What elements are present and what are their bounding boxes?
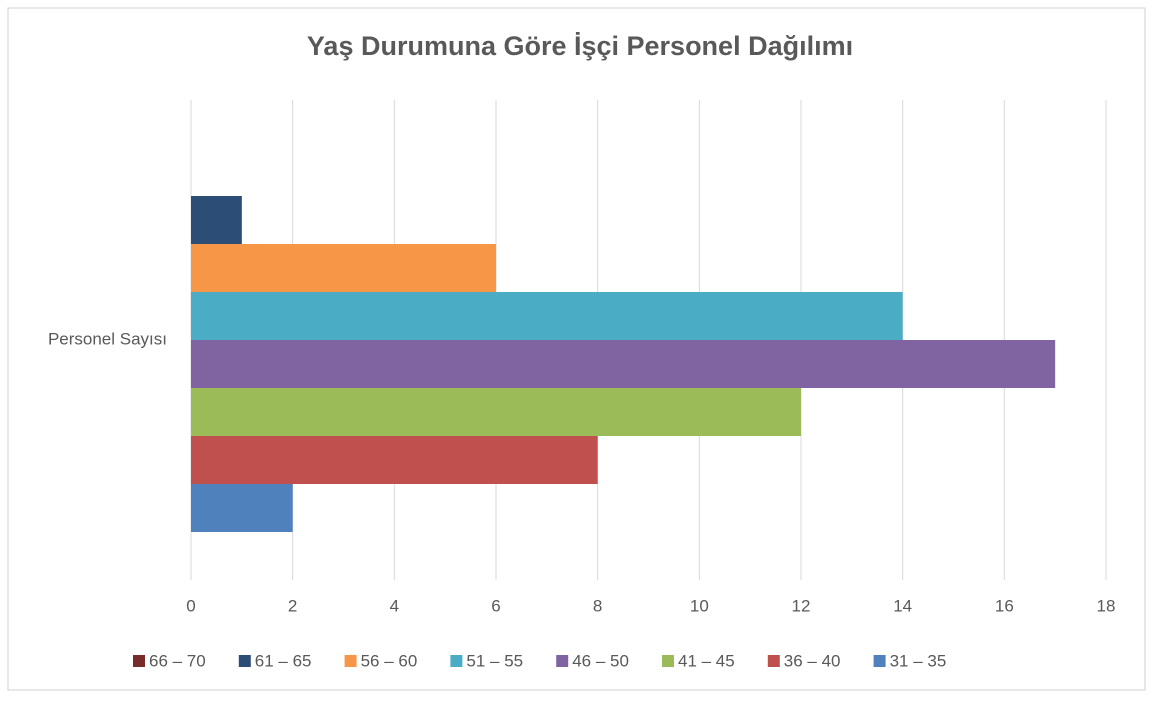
legend-swatch (133, 655, 145, 667)
legend-label: 46 – 50 (572, 651, 629, 670)
y-tick-label: Personel Sayısı (48, 329, 167, 348)
legend-swatch (662, 655, 674, 667)
x-tick-label: 12 (792, 596, 811, 615)
bar (191, 340, 1056, 388)
legend-label: 36 – 40 (784, 651, 841, 670)
bar (191, 196, 242, 244)
x-tick-label: 4 (390, 596, 399, 615)
legend-label: 51 – 55 (466, 651, 523, 670)
x-tick-label: 16 (995, 596, 1014, 615)
legend-swatch (873, 655, 886, 667)
legend-label: 66 – 70 (149, 651, 206, 670)
legend-swatch (767, 655, 780, 667)
legend-label: 41 – 45 (678, 651, 735, 670)
bar (191, 388, 801, 436)
legend-swatch (556, 655, 569, 667)
chart-title: Yaş Durumuna Göre İşçi Personel Dağılımı (307, 31, 853, 61)
x-tick-label: 14 (893, 596, 912, 615)
x-tick-label: 10 (690, 596, 709, 615)
legend-label: 56 – 60 (361, 651, 418, 670)
bar (191, 484, 293, 532)
legend-swatch (344, 655, 357, 667)
legend-label: 31 – 35 (890, 651, 947, 670)
bar (191, 436, 598, 484)
x-tick-label: 8 (593, 596, 602, 615)
legend-swatch (450, 655, 463, 667)
x-tick-label: 6 (491, 596, 500, 615)
legend-swatch (238, 655, 251, 667)
bar (191, 292, 903, 340)
bar (191, 244, 496, 292)
x-tick-label: 0 (186, 596, 195, 615)
x-tick-label: 2 (288, 596, 297, 615)
x-tick-label: 18 (1097, 596, 1116, 615)
legend-label: 61 – 65 (255, 651, 312, 670)
